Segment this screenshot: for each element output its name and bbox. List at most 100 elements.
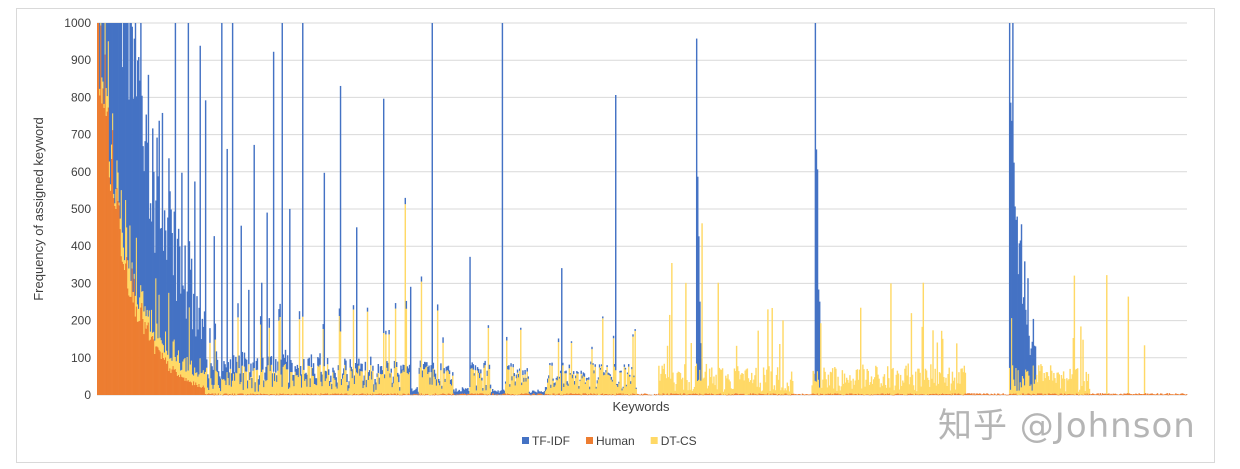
bar-dtcs [345, 370, 347, 394]
bar-human [315, 393, 317, 395]
bar-dtcs [310, 367, 313, 394]
bar-human [332, 393, 334, 395]
bar-tfidf [153, 171, 155, 332]
bar-human [593, 393, 595, 395]
bar-human [445, 394, 448, 396]
bar-tfidf [293, 374, 295, 387]
bar-human [958, 393, 960, 395]
bar-dtcs [551, 365, 553, 395]
bar-tfidf [554, 382, 557, 386]
bar-tfidf [221, 23, 223, 379]
bar-human [836, 393, 838, 395]
bar-human [185, 377, 187, 395]
bar-dtcs [351, 378, 354, 395]
bar-dtcs [508, 369, 510, 394]
bar-tfidf [570, 341, 573, 343]
bar-human [234, 393, 236, 395]
bar-dtcs [679, 373, 682, 394]
bar-human [480, 393, 482, 395]
bar-human [662, 393, 664, 395]
bar-dtcs [961, 368, 963, 395]
legend-swatch [522, 437, 529, 444]
bar-human [632, 393, 634, 395]
bar-human [435, 394, 438, 395]
bar-dtcs [829, 371, 832, 394]
bar-tfidf [545, 387, 548, 390]
bar-human [231, 393, 234, 395]
bar-tfidf [142, 146, 144, 292]
bar-human [133, 278, 136, 395]
bar-tfidf [306, 374, 308, 387]
bar-dtcs [224, 380, 226, 394]
bar-human [760, 393, 763, 395]
bar-human [684, 393, 686, 395]
bar-dtcs [847, 379, 849, 394]
bar-dtcs [695, 363, 698, 394]
bar-dtcs [308, 365, 310, 395]
bar-dtcs [835, 368, 837, 394]
bar-human [516, 394, 519, 396]
bar-human [971, 393, 973, 395]
bar-human [1013, 393, 1015, 395]
bar-tfidf [556, 376, 559, 381]
bar-tfidf [518, 368, 521, 371]
bar-tfidf [138, 57, 140, 309]
bar-tfidf [103, 23, 105, 104]
bar-dtcs [516, 372, 519, 395]
bar-human [637, 394, 640, 395]
bar-human [1150, 393, 1152, 395]
bar-tfidf [254, 382, 256, 392]
bar-dtcs [226, 372, 228, 394]
bar-dtcs [504, 383, 507, 394]
bar-dtcs [660, 373, 662, 395]
bar-human [273, 394, 276, 395]
bar-human [117, 201, 119, 395]
bar-human [259, 393, 262, 395]
bar-tfidf [411, 388, 413, 395]
bar-dtcs [1010, 389, 1012, 394]
bar-human [114, 205, 116, 395]
bar-dtcs [107, 41, 110, 108]
bar-human [954, 393, 957, 395]
bar-tfidf [184, 245, 186, 358]
bar-tfidf [264, 372, 266, 380]
bar-dtcs [608, 375, 610, 395]
bar-human [831, 394, 834, 395]
bar-dtcs [482, 390, 484, 394]
bar-tfidf [211, 366, 213, 385]
bar-human [639, 394, 642, 396]
bar-human [1056, 394, 1058, 396]
bar-human [1010, 393, 1012, 395]
bar-human [618, 393, 620, 395]
bar-tfidf [388, 330, 390, 335]
bar-dtcs [662, 368, 664, 394]
bar-human [222, 394, 224, 396]
bar-dtcs [382, 333, 385, 394]
bar-human [850, 393, 852, 395]
bar-tfidf [118, 23, 121, 203]
bar-dtcs [851, 388, 853, 394]
bar-dtcs [920, 386, 922, 395]
bar-dtcs [353, 384, 356, 394]
bar-dtcs [759, 382, 762, 394]
bar-human [691, 393, 694, 395]
bar-tfidf [371, 371, 373, 380]
bar-dtcs [337, 370, 340, 394]
bar-tfidf [502, 389, 505, 394]
bar-dtcs [686, 380, 688, 395]
bar-human [638, 394, 641, 396]
bar-human [647, 394, 649, 396]
bar-human [1042, 394, 1044, 396]
bar-human [1170, 394, 1173, 395]
bar-human [125, 263, 127, 395]
bar-human [155, 346, 157, 395]
bar-dtcs [821, 387, 823, 394]
bar-tfidf [180, 293, 182, 371]
bar-tfidf [486, 370, 489, 376]
bar-human [136, 321, 139, 395]
bar-tfidf [265, 366, 267, 382]
bar-human [127, 288, 129, 395]
bar-dtcs [550, 387, 552, 395]
bar-tfidf [175, 300, 178, 362]
